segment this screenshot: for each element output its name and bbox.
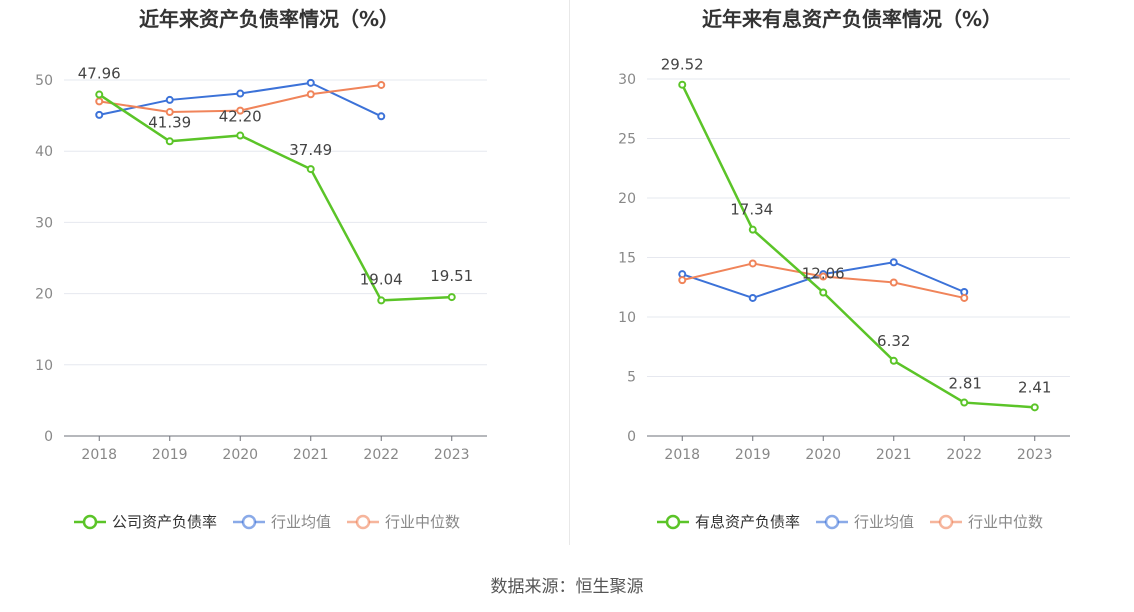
- data-label: 42.20: [219, 108, 262, 126]
- legend-marker: [355, 514, 371, 530]
- x-tick-label: 2018: [664, 447, 700, 463]
- x-tick-label: 2023: [1017, 447, 1053, 463]
- chart-title: 近年来有息资产负债率情况（%）: [702, 7, 1002, 31]
- data-point: [95, 97, 104, 106]
- data-label: 29.52: [661, 56, 704, 74]
- data-point: [95, 110, 104, 119]
- data-label: 2.41: [1018, 378, 1051, 396]
- data-point: [165, 137, 174, 146]
- data-label: 19.04: [360, 270, 403, 288]
- x-tick-label: 2020: [222, 447, 258, 463]
- y-tick-label: 30: [35, 215, 53, 231]
- data-point: [889, 356, 898, 365]
- chart-title: 近年来资产负债率情况（%）: [139, 7, 399, 31]
- data-point: [377, 296, 386, 305]
- data-point: [748, 293, 757, 302]
- data-label: 47.96: [78, 65, 121, 83]
- data-point: [306, 165, 315, 174]
- data-point: [236, 131, 245, 140]
- x-tick-label: 2018: [81, 447, 117, 463]
- data-point: [95, 90, 104, 99]
- y-tick-label: 40: [35, 144, 53, 160]
- data-label: 37.49: [289, 141, 332, 159]
- data-point: [960, 293, 969, 302]
- data-point: [748, 259, 757, 268]
- x-tick-label: 2019: [735, 447, 771, 463]
- data-point: [165, 108, 174, 117]
- y-tick-label: 20: [618, 191, 636, 207]
- legend-label: 行业均值: [271, 513, 331, 531]
- x-tick-label: 2020: [805, 447, 841, 463]
- legend-label: 公司资产负债率: [112, 513, 217, 531]
- data-point: [165, 95, 174, 104]
- data-point: [306, 90, 315, 99]
- data-point: [889, 258, 898, 267]
- data-label: 19.51: [430, 267, 473, 285]
- data-point: [306, 78, 315, 87]
- legend-marker: [938, 514, 954, 530]
- y-tick-label: 5: [627, 370, 636, 386]
- data-point: [748, 225, 757, 234]
- data-point: [819, 288, 828, 297]
- legend-marker: [665, 514, 681, 530]
- legend-label: 行业中位数: [385, 513, 460, 531]
- data-label: 6.32: [877, 332, 910, 350]
- data-source-note: 数据来源：恒生聚源: [490, 577, 644, 597]
- legend-label: 有息资产负债率: [695, 513, 800, 531]
- legend-marker: [241, 514, 257, 530]
- data-point: [678, 276, 687, 285]
- legend-label: 行业均值: [854, 513, 914, 531]
- data-point: [377, 112, 386, 121]
- x-tick-label: 2023: [434, 447, 470, 463]
- data-point: [819, 272, 828, 281]
- y-tick-label: 15: [618, 251, 636, 267]
- legend-marker: [82, 514, 98, 530]
- y-tick-label: 10: [35, 358, 53, 374]
- data-point: [447, 293, 456, 302]
- series-line: [98, 93, 452, 302]
- data-point: [236, 89, 245, 98]
- chart-divider: [569, 0, 570, 545]
- x-tick-label: 2021: [876, 447, 912, 463]
- x-tick-label: 2021: [293, 447, 329, 463]
- x-tick-label: 2019: [152, 447, 188, 463]
- legend-marker: [824, 514, 840, 530]
- data-point: [377, 80, 386, 89]
- data-point: [889, 278, 898, 287]
- y-tick-label: 20: [35, 287, 53, 303]
- data-label: 41.39: [148, 113, 191, 131]
- x-tick-label: 2022: [363, 447, 399, 463]
- y-tick-label: 0: [627, 429, 636, 445]
- data-point: [1030, 403, 1039, 412]
- y-tick-label: 30: [618, 72, 636, 88]
- y-tick-label: 50: [35, 73, 53, 89]
- y-tick-label: 10: [618, 310, 636, 326]
- y-tick-label: 0: [44, 429, 53, 445]
- data-point: [678, 80, 687, 89]
- data-point: [960, 398, 969, 407]
- data-label: 17.34: [730, 201, 773, 219]
- series-line: [681, 84, 1035, 409]
- data-label: 2.81: [949, 375, 982, 393]
- y-tick-label: 25: [618, 132, 636, 148]
- data-point: [236, 106, 245, 115]
- x-tick-label: 2022: [946, 447, 982, 463]
- data-label: 12.06: [802, 264, 845, 282]
- legend-label: 行业中位数: [968, 513, 1043, 531]
